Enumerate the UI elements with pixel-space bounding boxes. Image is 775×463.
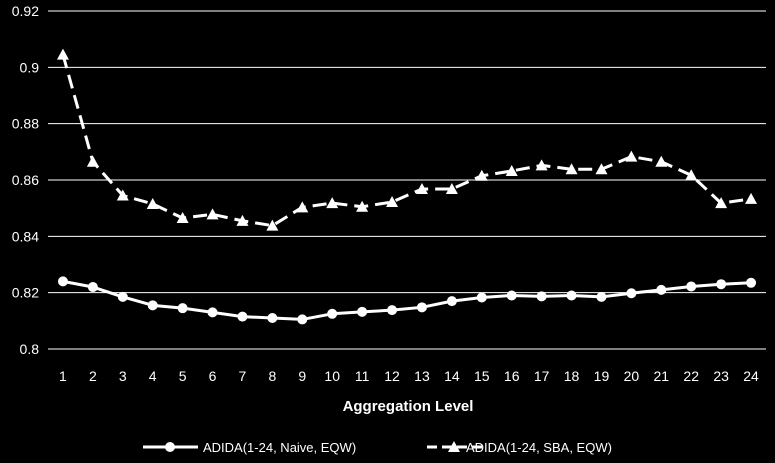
x-tick-label: 9 xyxy=(298,368,306,384)
x-tick-label: 24 xyxy=(743,368,759,384)
x-tick-label: 3 xyxy=(119,368,127,384)
x-tick-label: 21 xyxy=(654,368,670,384)
x-tick-label: 23 xyxy=(713,368,729,384)
series-1-point xyxy=(57,276,68,287)
series-2-point xyxy=(236,214,249,226)
series-1-point xyxy=(566,290,577,301)
series-1-point xyxy=(746,277,757,288)
series-1-point xyxy=(237,311,248,322)
x-tick-label: 19 xyxy=(594,368,610,384)
series-1-point xyxy=(147,300,158,311)
x-tick-label: 2 xyxy=(89,368,97,384)
series-1-point xyxy=(357,306,368,317)
series-1-point xyxy=(536,291,547,302)
series-1-point xyxy=(476,292,487,303)
series-2-point xyxy=(655,155,668,167)
series-2-point xyxy=(625,150,638,162)
series-1-point xyxy=(596,291,607,302)
legend-marker-triangle xyxy=(448,441,460,452)
series-line-1 xyxy=(62,279,752,321)
series-2-point xyxy=(685,169,698,181)
gridlines xyxy=(48,10,766,350)
series-2-point xyxy=(505,164,518,176)
series-2-point xyxy=(296,201,309,213)
series-2-point xyxy=(475,169,488,181)
series-2-point xyxy=(326,197,339,209)
x-tick-label: 15 xyxy=(474,368,490,384)
series-2-point xyxy=(146,197,159,209)
series-1-point xyxy=(177,303,188,314)
x-axis-ticks: 1 2 3 4 5 6 7 8 9 10 11 12 13 14 15 16 17 18 19 20 21 22 23 24 xyxy=(59,368,759,384)
series-1-point xyxy=(327,308,338,319)
series-1-point xyxy=(416,302,427,313)
series-1-point xyxy=(626,288,637,299)
y-tick-label: 0.86 xyxy=(12,172,39,188)
series-2-point xyxy=(595,163,608,175)
legend: ADIDA(1-24, Naive, EQW) ADIDA(1-24, SBA, … xyxy=(143,440,612,455)
series-1-point xyxy=(716,279,727,290)
series-1-point xyxy=(686,281,697,292)
x-tick-label: 12 xyxy=(384,368,400,384)
series-2-point xyxy=(386,195,399,207)
series-2-point xyxy=(266,219,279,231)
series-1-point xyxy=(446,296,457,307)
series-1-point xyxy=(87,282,98,293)
series-1-point xyxy=(656,284,667,295)
x-tick-label: 6 xyxy=(209,368,217,384)
x-tick-label: 18 xyxy=(564,368,580,384)
series-2-point xyxy=(86,155,99,167)
series-1-point xyxy=(387,305,398,316)
legend-marker-circle xyxy=(165,442,175,452)
x-tick-label: 16 xyxy=(504,368,520,384)
y-axis-ticks: 0.8 0.82 0.84 0.86 0.88 0.9 0.92 xyxy=(12,3,39,357)
y-tick-label: 0.9 xyxy=(20,59,40,75)
series-2-point xyxy=(565,163,578,175)
x-tick-label: 22 xyxy=(683,368,699,384)
series-2-point xyxy=(206,208,219,220)
x-tick-label: 7 xyxy=(239,368,247,384)
series-2-point xyxy=(745,192,758,204)
y-tick-label: 0.92 xyxy=(12,3,39,19)
x-tick-label: 17 xyxy=(534,368,550,384)
y-tick-label: 0.84 xyxy=(12,228,39,244)
x-tick-label: 10 xyxy=(324,368,340,384)
series-1-point xyxy=(207,307,218,318)
legend-label: ADIDA(1-24, SBA, EQW) xyxy=(466,440,612,455)
x-tick-label: 5 xyxy=(179,368,187,384)
x-tick-label: 4 xyxy=(149,368,157,384)
x-tick-label: 13 xyxy=(414,368,430,384)
x-tick-label: 1 xyxy=(59,368,67,384)
series-2-point xyxy=(116,189,129,201)
series-2-point xyxy=(715,197,728,209)
series-2-point xyxy=(56,48,69,60)
series-line-2 xyxy=(61,54,752,228)
series-2-point xyxy=(535,159,548,171)
y-tick-label: 0.82 xyxy=(12,285,39,301)
x-axis-title: Aggregation Level xyxy=(343,398,474,415)
x-tick-label: 8 xyxy=(268,368,276,384)
series-2-point xyxy=(356,200,369,212)
series-layer xyxy=(56,48,758,325)
x-tick-label: 20 xyxy=(624,368,640,384)
y-tick-label: 0.88 xyxy=(12,116,39,132)
legend-label: ADIDA(1-24, Naive, EQW) xyxy=(203,440,356,455)
series-2-point xyxy=(445,183,458,195)
series-2-point xyxy=(176,212,189,224)
y-tick-label: 0.8 xyxy=(20,341,40,357)
series-1-point xyxy=(506,290,517,301)
series-1-point xyxy=(297,314,308,325)
x-tick-label: 14 xyxy=(444,368,460,384)
series-2-point xyxy=(415,183,428,195)
x-tick-label: 11 xyxy=(355,368,370,384)
series-1-point xyxy=(117,291,128,302)
series-1-point xyxy=(267,313,278,324)
